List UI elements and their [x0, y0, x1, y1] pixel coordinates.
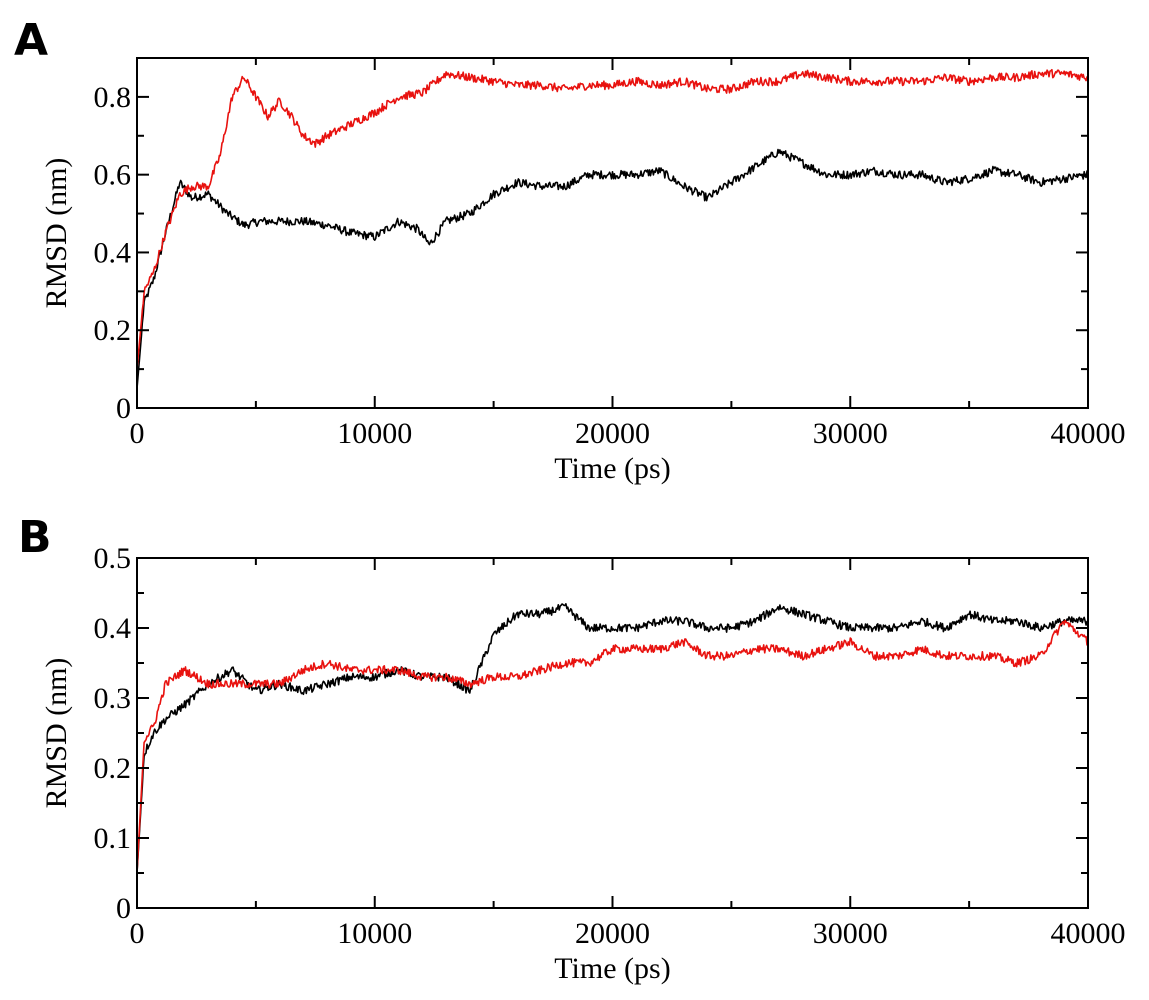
y-tick-label: 0.6	[94, 159, 132, 192]
x-tick-label: 20000	[575, 417, 650, 450]
x-tick-label: 0	[130, 917, 145, 950]
y-axis-title: RMSD (nm)	[40, 658, 73, 809]
series-line-black	[136, 603, 1089, 874]
series-line-black	[136, 148, 1089, 389]
x-tick-label: 40000	[1051, 417, 1126, 450]
y-tick-label: 0.2	[94, 314, 132, 347]
y-tick-label: 0	[116, 892, 131, 925]
y-tick-label: 0.4	[94, 612, 132, 645]
x-tick-label: 10000	[337, 917, 412, 950]
chart-a: 0 10000 20000 30000 40000 0 0.2 0.4 0.6 0.8 Time (…	[40, 57, 1126, 485]
x-tick-label: 30000	[813, 417, 888, 450]
y-tick-label: 0	[116, 392, 131, 425]
panel-label-a: A	[14, 15, 48, 66]
x-tick-label: 0	[130, 417, 145, 450]
series-line-red	[136, 68, 1089, 370]
y-tick-label: 0.3	[94, 682, 132, 715]
y-tick-label: 0.1	[94, 822, 132, 855]
plot-frame	[136, 57, 1089, 409]
y-axis-title: RMSD (nm)	[40, 158, 73, 309]
y-tick-label: 0.5	[94, 542, 132, 575]
x-tick-label: 30000	[813, 917, 888, 950]
x-tick-label: 40000	[1051, 917, 1126, 950]
x-axis-title: Time (ps)	[554, 452, 670, 485]
chart-b: 0 10000 20000 30000 40000 0 0.1 0.2 0.3 0.4 0.5 Tim…	[40, 542, 1126, 985]
y-tick-label: 0.4	[94, 236, 132, 269]
y-tick-label: 0.8	[94, 81, 132, 114]
panel-label-b: B	[18, 512, 52, 563]
x-tick-label: 10000	[337, 417, 412, 450]
plot-frame	[136, 557, 1089, 909]
x-axis-title: Time (ps)	[554, 952, 670, 985]
y-tick-label: 0.2	[94, 752, 132, 785]
series-line-red	[136, 619, 1089, 874]
x-tick-label: 20000	[575, 917, 650, 950]
